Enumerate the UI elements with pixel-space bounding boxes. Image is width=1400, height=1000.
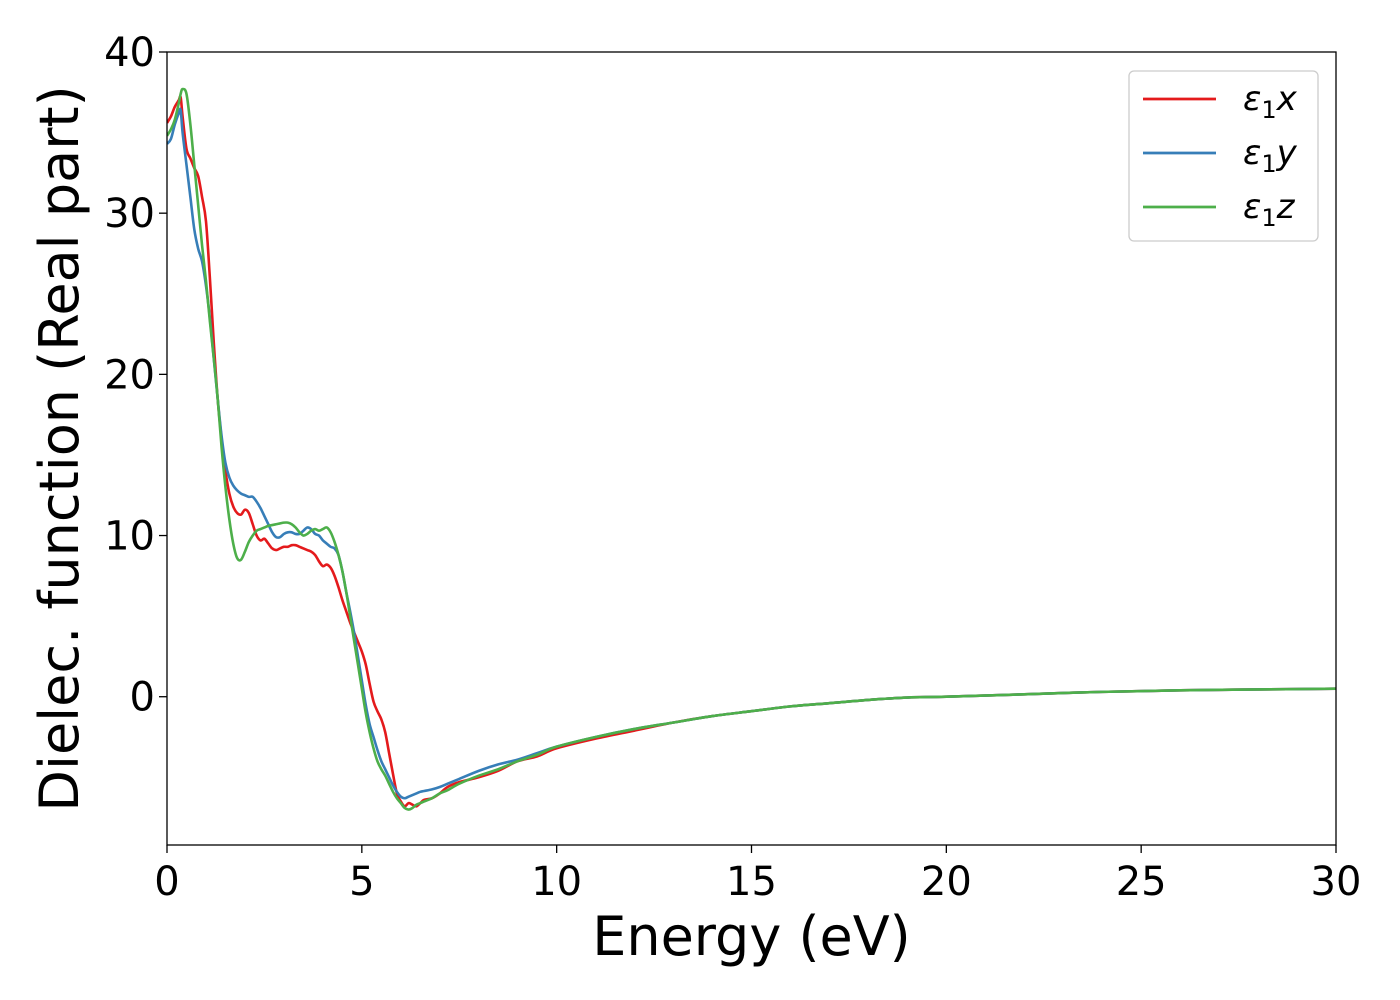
legend-label-x: ε1x xyxy=(1243,79,1298,124)
x-tick-label: 20 xyxy=(921,859,972,905)
y-tick-label: 10 xyxy=(104,514,155,560)
series-line-z xyxy=(167,87,1336,811)
x-axis-label: Energy (eV) xyxy=(592,905,911,968)
x-tick-label: 25 xyxy=(1116,859,1167,905)
x-tick-label: 0 xyxy=(154,859,179,905)
series-layer xyxy=(167,87,1336,811)
x-tick-label: 30 xyxy=(1311,859,1362,905)
y-tick-label: 30 xyxy=(104,191,155,237)
y-tick-label: 20 xyxy=(104,352,155,398)
legend: ε1x ε1y ε1z xyxy=(1128,70,1319,242)
y-tick-label: 40 xyxy=(104,30,155,76)
legend-box xyxy=(1128,70,1319,242)
x-tick-label: 15 xyxy=(726,859,777,905)
x-tick-label: 10 xyxy=(531,859,582,905)
x-tick-label: 5 xyxy=(349,859,374,905)
y-tick-label: 0 xyxy=(130,675,155,721)
y-axis-label: Dielec. function (Real part) xyxy=(28,85,91,811)
ticks-layer: 0 5 10 15 20 25 30 0 10 20 30 40 xyxy=(104,30,1361,905)
legend-label-z: ε1z xyxy=(1243,187,1296,232)
legend-label-y: ε1y xyxy=(1243,133,1298,178)
